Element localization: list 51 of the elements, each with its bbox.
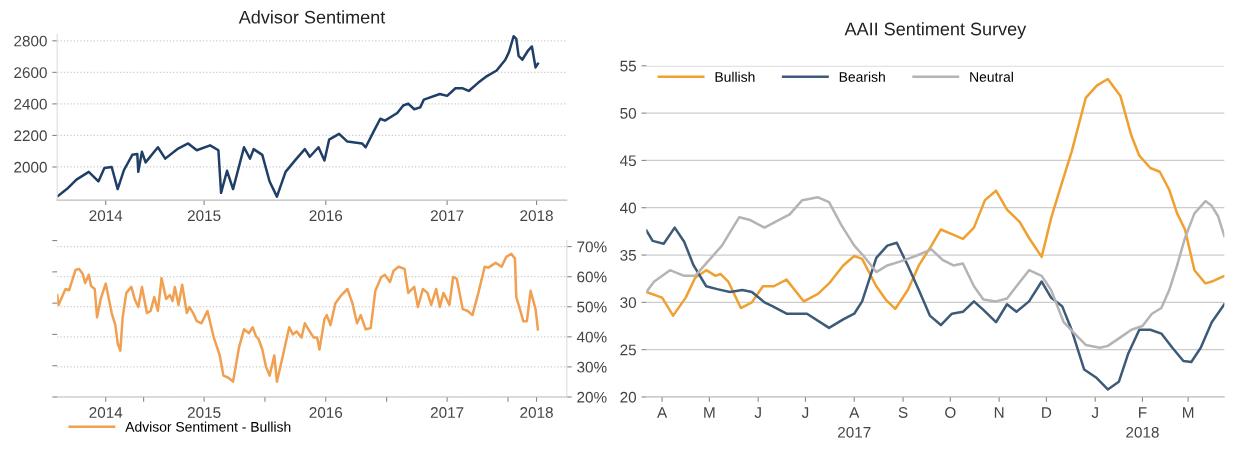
x-tick-label: J bbox=[1091, 407, 1098, 418]
x-tick-label: F 2018 bbox=[1126, 407, 1159, 438]
y-tick-label: 45 bbox=[620, 155, 636, 167]
y2-tick-label: 60% bbox=[577, 271, 607, 283]
y-tick-label: 50 bbox=[620, 107, 637, 119]
y-tick-label: 2800 bbox=[14, 35, 47, 47]
y-tick-label: 25 bbox=[620, 344, 636, 356]
line-series bbox=[57, 252, 540, 383]
y-tick-label: 2600 bbox=[14, 67, 47, 79]
x-tick-label: 2017 bbox=[430, 210, 464, 222]
chart-title: AAII Sentiment Survey bbox=[844, 22, 1027, 39]
x-tick-label: 2015 bbox=[187, 407, 221, 418]
x-tick-label: O bbox=[945, 407, 956, 418]
y2-tick-label: 30% bbox=[577, 361, 607, 373]
x-tick-label: 2016 bbox=[309, 210, 343, 222]
y-tick-label: 30 bbox=[620, 297, 637, 309]
x-tick-label: 2017 bbox=[430, 407, 464, 418]
x-tick-label: A 2017 bbox=[838, 407, 871, 438]
x-tick-label: 2014 bbox=[89, 210, 123, 222]
x-tick-label: J bbox=[754, 407, 761, 418]
y-tick-label: 35 bbox=[620, 249, 636, 261]
x-tick-label: 2015 bbox=[187, 210, 221, 222]
x-tick-label: J bbox=[801, 407, 809, 418]
x-tick-label: N bbox=[994, 407, 1004, 418]
x-tick-label: A bbox=[657, 407, 668, 418]
line-series bbox=[57, 34, 540, 198]
legend-label: Advisor Sentiment - Bullish bbox=[125, 421, 291, 432]
y-tick-label: 20 bbox=[620, 391, 637, 403]
x-tick-label: S bbox=[898, 407, 908, 418]
x-tick-label: M bbox=[1183, 407, 1194, 418]
x-tick-label: M bbox=[704, 407, 715, 418]
y2-tick-label: 40% bbox=[576, 331, 607, 343]
y-tick-label: 2400 bbox=[14, 98, 47, 110]
y-tick-label: 2200 bbox=[14, 130, 47, 142]
legend-label: Bullish bbox=[715, 71, 755, 82]
y-tick-label: 2000 bbox=[14, 161, 47, 173]
y-tick-label: 40 bbox=[620, 202, 637, 214]
x-tick-label: 2014 bbox=[89, 407, 123, 418]
chart-title: Advisor Sentiment bbox=[238, 10, 386, 24]
x-tick-label: 2016 bbox=[309, 407, 343, 418]
y2-tick-label: 20% bbox=[577, 391, 607, 403]
line-series bbox=[646, 226, 1225, 391]
x-tick-label: 2018 bbox=[520, 210, 553, 222]
y2-tick-label: 50% bbox=[577, 301, 607, 313]
legend-label: Bearish bbox=[839, 71, 885, 82]
x-tick-label: 2018 bbox=[520, 407, 553, 418]
legend-label: Neutral bbox=[970, 71, 1013, 82]
y-tick-label: 55 bbox=[620, 60, 636, 72]
x-tick-label: D bbox=[1042, 407, 1052, 418]
line-series bbox=[646, 196, 1225, 350]
y2-tick-label: 70% bbox=[577, 241, 607, 253]
